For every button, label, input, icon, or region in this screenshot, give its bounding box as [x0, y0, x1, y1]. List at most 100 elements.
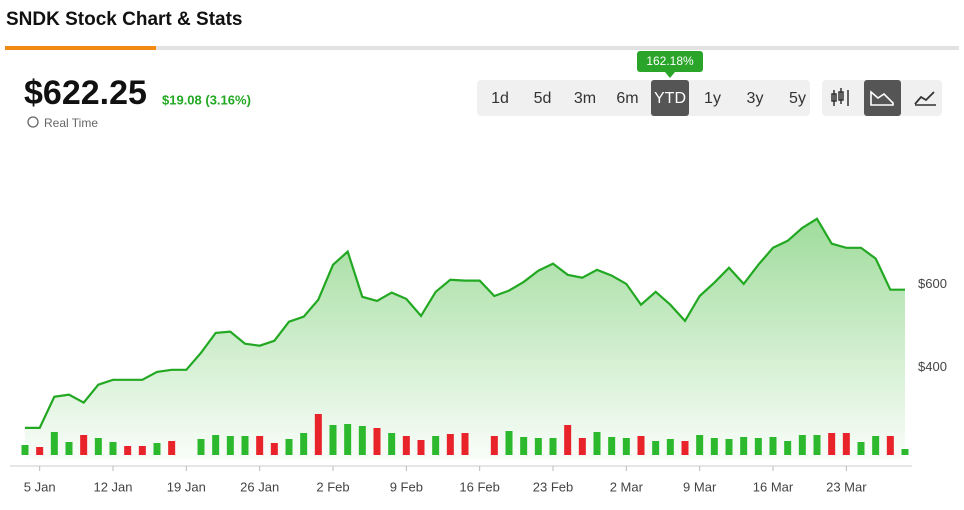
x-tick-label: 16 Feb [459, 479, 499, 494]
realtime: Real Time [44, 116, 98, 130]
x-tick-label: 2 Mar [610, 479, 644, 494]
period-button[interactable]: 1y [704, 90, 721, 107]
volume-bar [710, 438, 718, 455]
period-button[interactable]: 5d [534, 90, 552, 107]
period-button[interactable]: 1d [491, 90, 509, 107]
volume-bar [813, 435, 821, 455]
volume-bar [564, 425, 572, 455]
volume-bar [784, 441, 792, 455]
volume-bar [329, 425, 337, 455]
volume-bar [857, 442, 865, 455]
x-tick-label: 23 Mar [826, 479, 867, 494]
volume-bar [138, 446, 146, 455]
y-tick-label: $400 [918, 359, 947, 374]
period-button[interactable]: 6m [616, 90, 638, 107]
period-group [477, 80, 810, 116]
volume-bar [153, 443, 161, 455]
volume-bar [769, 437, 777, 455]
x-tick-label: 9 Feb [390, 479, 423, 494]
x-tick-label: 16 Mar [753, 479, 794, 494]
volume-bar [300, 433, 308, 455]
volume-bar [637, 436, 645, 455]
tab-active [5, 46, 156, 50]
candle-icon[interactable] [831, 88, 849, 106]
volume-bar [593, 432, 601, 455]
volume-bar [50, 432, 58, 455]
area-icon-active[interactable] [864, 80, 901, 116]
clock-icon [27, 116, 39, 128]
volume-bar [725, 439, 733, 455]
volume-bar [21, 445, 29, 455]
x-tick-label: 5 Jan [24, 479, 56, 494]
volume-bar [226, 436, 234, 455]
volume-bar [696, 435, 704, 455]
volume-bar [314, 414, 322, 455]
volume-bar [358, 426, 366, 455]
x-tick-label: 2 Feb [316, 479, 349, 494]
price-area [25, 218, 905, 459]
x-tick-label: 19 Jan [167, 479, 206, 494]
volume-bar [872, 436, 880, 455]
volume-bar [681, 441, 689, 455]
volume-bar [197, 439, 205, 455]
price-line [25, 217, 905, 429]
volume-bar [578, 438, 586, 455]
volume-bar [652, 441, 660, 455]
x-tick-label: 23 Feb [533, 479, 573, 494]
volume-bar [285, 439, 293, 455]
volume-bar [373, 428, 381, 455]
volume-bar [666, 439, 674, 455]
change: $19.08 (3.16%) [162, 92, 251, 107]
volume-bar [417, 440, 425, 455]
volume-bar [270, 443, 278, 455]
period-button[interactable]: 3y [747, 90, 764, 107]
price: $622.25 [24, 74, 147, 112]
volume-bar [109, 442, 117, 455]
volume-bar [490, 436, 498, 455]
volume-bar [608, 437, 616, 455]
volume-bar [842, 433, 850, 455]
volume-bar [798, 435, 806, 455]
return-badge [637, 51, 703, 72]
volume-bar [740, 437, 748, 455]
volume-bar [432, 436, 440, 455]
volume-bar [388, 433, 396, 455]
volume-bar [754, 438, 762, 455]
volume-bar [446, 434, 454, 455]
y-tick-label: $600 [918, 276, 947, 291]
volume-bar [124, 446, 132, 455]
volume-bar [622, 438, 630, 455]
x-tick-label: 12 Jan [93, 479, 132, 494]
volume-bar [256, 436, 264, 455]
volume-bar [901, 449, 909, 455]
volume-bar [80, 435, 88, 455]
volume-bar [94, 438, 102, 455]
period-button[interactable]: 3m [574, 90, 596, 107]
volume-bar [886, 436, 894, 455]
volume-bar [402, 436, 410, 455]
volume-bar [168, 441, 176, 455]
volume-bar [505, 431, 513, 455]
return-label: 162.18% [646, 54, 694, 68]
volume-bar [828, 433, 836, 455]
x-tick-label: 26 Jan [240, 479, 279, 494]
title: SNDK Stock Chart & Stats [6, 9, 243, 30]
tab-rule [5, 46, 959, 50]
volume-bar [520, 437, 528, 455]
period-button[interactable]: 5y [789, 90, 806, 107]
volume-bar [461, 433, 469, 455]
volume-bar [534, 438, 542, 455]
area-icon [870, 90, 894, 106]
volume-bar [65, 442, 73, 455]
period-button[interactable]: YTD [654, 90, 686, 107]
volume-bar [344, 424, 352, 455]
x-tick-label: 9 Mar [683, 479, 717, 494]
volume-bar [241, 436, 249, 455]
volume-bar [549, 438, 557, 455]
period-button-active[interactable] [651, 80, 689, 116]
volume-bar [212, 435, 220, 455]
volume-bar [36, 447, 44, 455]
line-icon[interactable] [914, 91, 935, 105]
return-badge-arrow [665, 72, 675, 78]
